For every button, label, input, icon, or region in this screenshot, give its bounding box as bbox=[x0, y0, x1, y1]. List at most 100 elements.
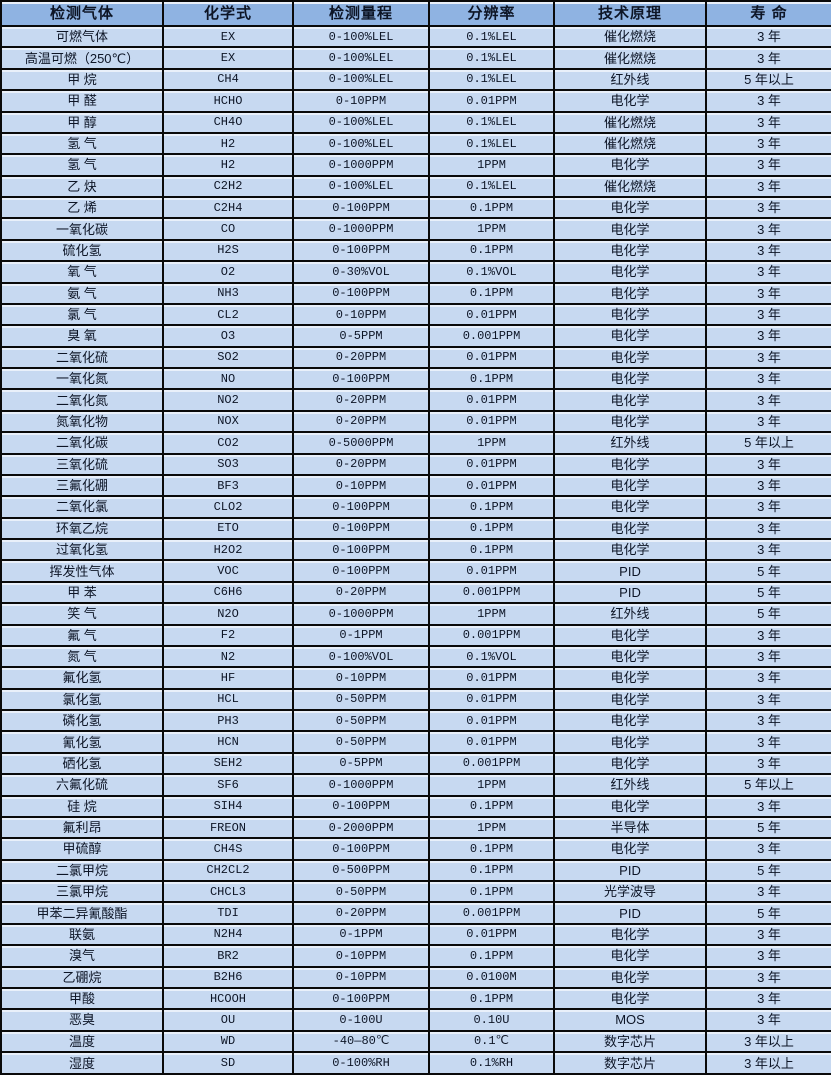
cell-gas-name: 氯化氢 bbox=[0, 687, 164, 712]
cell-lifespan: 3 年 bbox=[705, 24, 831, 49]
cell-resolution: 1PPM bbox=[428, 815, 555, 840]
cell-gas-name: 氧 气 bbox=[0, 260, 164, 284]
cell-detection-range: 0-100PPM bbox=[292, 516, 430, 541]
cell-detection-range: 0-500PPM bbox=[292, 858, 430, 883]
cell-lifespan: 3 年 bbox=[705, 46, 831, 70]
cell-resolution: 0.1PPM bbox=[428, 195, 555, 220]
cell-lifespan: 3 年 bbox=[705, 409, 831, 434]
cell-resolution: 1PPM bbox=[428, 153, 555, 177]
cell-chemical-formula: HCOOH bbox=[162, 986, 294, 1011]
cell-technical-principle: 电化学 bbox=[553, 944, 707, 968]
cell-resolution: 0.1PPM bbox=[428, 238, 555, 263]
cell-lifespan: 3 年 bbox=[705, 153, 831, 177]
cell-chemical-formula: CHCL3 bbox=[162, 879, 294, 904]
table-row: 甲酸 HCOOH 0-100PPM 0.1PPM 电化学 3 年 bbox=[0, 986, 831, 1011]
cell-lifespan: 5 年以上 bbox=[705, 67, 831, 92]
cell-gas-name: 甲 醛 bbox=[0, 89, 164, 113]
cell-detection-range: 0-100PPM bbox=[292, 559, 430, 583]
cell-lifespan: 3 年 bbox=[705, 965, 831, 989]
table-row: 三氧化硫 SO3 0-20PPM 0.01PPM 电化学 3 年 bbox=[0, 452, 831, 476]
cell-lifespan: 3 年 bbox=[705, 473, 831, 498]
cell-chemical-formula: H2O2 bbox=[162, 537, 294, 562]
cell-technical-principle: 电化学 bbox=[553, 537, 707, 562]
cell-technical-principle: 电化学 bbox=[553, 495, 707, 519]
cell-resolution: 0.1PPM bbox=[428, 879, 555, 904]
cell-gas-name: 三氧化硫 bbox=[0, 452, 164, 476]
cell-gas-name: 一氧化碳 bbox=[0, 217, 164, 241]
cell-gas-name: 氨 气 bbox=[0, 281, 164, 305]
cell-resolution: 0.1%VOL bbox=[428, 644, 555, 669]
cell-gas-name: 三氟化硼 bbox=[0, 473, 164, 498]
cell-gas-name: 环氧乙烷 bbox=[0, 516, 164, 541]
cell-technical-principle: MOS bbox=[553, 1008, 707, 1032]
cell-resolution: 0.1PPM bbox=[428, 537, 555, 562]
cell-technical-principle: 电化学 bbox=[553, 281, 707, 305]
table-row: 湿度 SD 0-100%RH 0.1%RH 数字芯片 3 年以上 bbox=[0, 1051, 831, 1075]
cell-chemical-formula: CLO2 bbox=[162, 495, 294, 519]
cell-technical-principle: 数字芯片 bbox=[553, 1029, 707, 1054]
cell-chemical-formula: CH2CL2 bbox=[162, 858, 294, 883]
cell-detection-range: 0-100PPM bbox=[292, 537, 430, 562]
cell-resolution: 1PPM bbox=[428, 217, 555, 241]
cell-lifespan: 3 年 bbox=[705, 751, 831, 776]
cell-chemical-formula: C2H4 bbox=[162, 195, 294, 220]
cell-chemical-formula: WD bbox=[162, 1029, 294, 1054]
cell-technical-principle: 红外线 bbox=[553, 431, 707, 455]
cell-gas-name: 过氧化氢 bbox=[0, 537, 164, 562]
cell-lifespan: 5 年以上 bbox=[705, 773, 831, 797]
cell-detection-range: 0-1000PPM bbox=[292, 153, 430, 177]
cell-resolution: 0.001PPM bbox=[428, 580, 555, 605]
cell-lifespan: 3 年 bbox=[705, 986, 831, 1011]
cell-resolution: 0.01PPM bbox=[428, 302, 555, 327]
cell-chemical-formula: H2S bbox=[162, 238, 294, 263]
cell-detection-range: 0-1000PPM bbox=[292, 602, 430, 626]
cell-chemical-formula: CL2 bbox=[162, 302, 294, 327]
cell-gas-name: 二氧化碳 bbox=[0, 431, 164, 455]
cell-gas-name: 氟利昂 bbox=[0, 815, 164, 840]
cell-chemical-formula: B2H6 bbox=[162, 965, 294, 989]
cell-detection-range: 0-100PPM bbox=[292, 281, 430, 305]
cell-resolution: 0.001PPM bbox=[428, 901, 555, 925]
cell-chemical-formula: SF6 bbox=[162, 773, 294, 797]
cell-technical-principle: 电化学 bbox=[553, 345, 707, 370]
cell-lifespan: 3 年 bbox=[705, 89, 831, 113]
cell-gas-name: 氟化氢 bbox=[0, 666, 164, 690]
cell-resolution: 0.1PPM bbox=[428, 366, 555, 391]
cell-gas-name: 二氧化硫 bbox=[0, 345, 164, 370]
cell-resolution: 0.1%VOL bbox=[428, 260, 555, 284]
cell-technical-principle: 半导体 bbox=[553, 815, 707, 840]
cell-detection-range: 0-10PPM bbox=[292, 302, 430, 327]
table-row: 二氧化氯 CLO2 0-100PPM 0.1PPM 电化学 3 年 bbox=[0, 495, 831, 519]
cell-chemical-formula: SD bbox=[162, 1051, 294, 1075]
cell-resolution: 0.10U bbox=[428, 1008, 555, 1032]
cell-technical-principle: 电化学 bbox=[553, 922, 707, 947]
cell-gas-name: 甲 苯 bbox=[0, 580, 164, 605]
cell-technical-principle: 电化学 bbox=[553, 409, 707, 434]
table-row: 氟 气 F2 0-1PPM 0.001PPM 电化学 3 年 bbox=[0, 623, 831, 647]
cell-detection-range: 0-50PPM bbox=[292, 879, 430, 904]
cell-chemical-formula: O3 bbox=[162, 324, 294, 348]
table-row: 氨 气 NH3 0-100PPM 0.1PPM 电化学 3 年 bbox=[0, 281, 831, 305]
cell-lifespan: 3 年 bbox=[705, 174, 831, 199]
cell-resolution: 0.01PPM bbox=[428, 452, 555, 476]
column-header-5: 寿 命 bbox=[705, 0, 831, 27]
cell-lifespan: 3 年以上 bbox=[705, 1051, 831, 1075]
cell-detection-range: 0-100%LEL bbox=[292, 24, 430, 49]
cell-chemical-formula: NO bbox=[162, 366, 294, 391]
cell-lifespan: 5 年 bbox=[705, 559, 831, 583]
cell-gas-name: 溴气 bbox=[0, 944, 164, 968]
cell-chemical-formula: BF3 bbox=[162, 473, 294, 498]
cell-gas-name: 甲酸 bbox=[0, 986, 164, 1011]
column-header-3: 分辨率 bbox=[428, 0, 555, 27]
cell-technical-principle: 电化学 bbox=[553, 153, 707, 177]
table-row: 六氟化硫 SF6 0-1000PPM 1PPM 红外线 5 年以上 bbox=[0, 773, 831, 797]
cell-lifespan: 3 年 bbox=[705, 281, 831, 305]
cell-chemical-formula: SO3 bbox=[162, 452, 294, 476]
table-row: 一氧化氮 NO 0-100PPM 0.1PPM 电化学 3 年 bbox=[0, 366, 831, 391]
cell-resolution: 0.1%LEL bbox=[428, 46, 555, 70]
cell-gas-name: 氮 气 bbox=[0, 644, 164, 669]
table-row: 二氧化硫 SO2 0-20PPM 0.01PPM 电化学 3 年 bbox=[0, 345, 831, 370]
cell-lifespan: 5 年以上 bbox=[705, 431, 831, 455]
cell-lifespan: 5 年 bbox=[705, 858, 831, 883]
